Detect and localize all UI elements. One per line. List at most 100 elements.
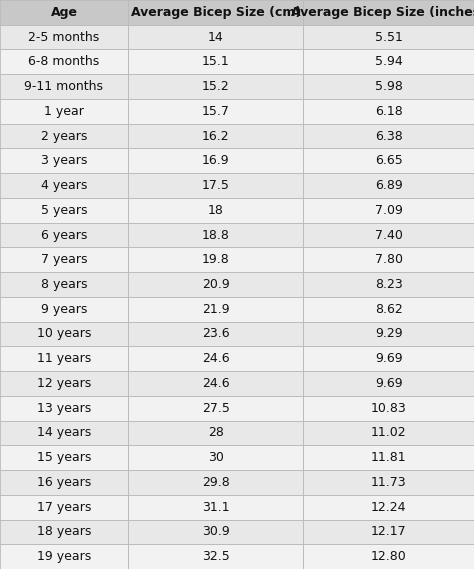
- Bar: [128, 446, 303, 470]
- Bar: [303, 272, 474, 297]
- Text: 2-5 months: 2-5 months: [28, 31, 100, 44]
- Text: Average Bicep Size (cm): Average Bicep Size (cm): [130, 6, 301, 19]
- Bar: [303, 371, 474, 396]
- Text: 24.6: 24.6: [202, 352, 229, 365]
- Bar: [0, 495, 128, 519]
- Text: Age: Age: [51, 6, 77, 19]
- Bar: [0, 470, 128, 495]
- Bar: [303, 123, 474, 149]
- Text: 9-11 months: 9-11 months: [25, 80, 103, 93]
- Text: 12.24: 12.24: [371, 501, 406, 514]
- Bar: [0, 198, 128, 222]
- Text: 12 years: 12 years: [37, 377, 91, 390]
- Bar: [303, 222, 474, 248]
- Text: 18: 18: [208, 204, 224, 217]
- Bar: [0, 371, 128, 396]
- Text: 15.1: 15.1: [202, 55, 229, 68]
- Text: 28: 28: [208, 426, 224, 439]
- Text: 14: 14: [208, 31, 224, 44]
- Text: 6.65: 6.65: [375, 154, 402, 167]
- Text: 11.81: 11.81: [371, 451, 407, 464]
- Bar: [128, 99, 303, 123]
- Bar: [303, 198, 474, 222]
- Bar: [128, 321, 303, 347]
- Text: 29.8: 29.8: [202, 476, 229, 489]
- Text: 6.38: 6.38: [375, 130, 402, 143]
- Text: 10 years: 10 years: [37, 328, 91, 340]
- Bar: [303, 347, 474, 371]
- Bar: [128, 222, 303, 248]
- Text: 8 years: 8 years: [41, 278, 87, 291]
- Bar: [0, 99, 128, 123]
- Text: 17 years: 17 years: [37, 501, 91, 514]
- Bar: [128, 149, 303, 173]
- Bar: [303, 321, 474, 347]
- Text: 5.94: 5.94: [375, 55, 402, 68]
- Bar: [303, 24, 474, 50]
- Bar: [0, 347, 128, 371]
- Text: 11.73: 11.73: [371, 476, 407, 489]
- Text: 5.98: 5.98: [375, 80, 402, 93]
- Bar: [128, 347, 303, 371]
- Text: 24.6: 24.6: [202, 377, 229, 390]
- Text: 16.2: 16.2: [202, 130, 229, 143]
- Bar: [128, 0, 303, 24]
- Text: 7.80: 7.80: [374, 253, 403, 266]
- Bar: [0, 123, 128, 149]
- Text: 20.9: 20.9: [202, 278, 229, 291]
- Bar: [128, 248, 303, 272]
- Text: 19 years: 19 years: [37, 550, 91, 563]
- Text: 15.2: 15.2: [202, 80, 229, 93]
- Bar: [0, 297, 128, 321]
- Bar: [303, 420, 474, 446]
- Text: 9.29: 9.29: [375, 328, 402, 340]
- Bar: [303, 495, 474, 519]
- Bar: [128, 173, 303, 198]
- Bar: [303, 99, 474, 123]
- Bar: [0, 222, 128, 248]
- Text: 12.80: 12.80: [371, 550, 407, 563]
- Text: 6.89: 6.89: [375, 179, 402, 192]
- Bar: [0, 248, 128, 272]
- Bar: [0, 24, 128, 50]
- Bar: [303, 396, 474, 420]
- Bar: [128, 74, 303, 99]
- Text: 8.62: 8.62: [375, 303, 402, 316]
- Bar: [128, 470, 303, 495]
- Text: 18.8: 18.8: [202, 229, 229, 241]
- Bar: [303, 519, 474, 545]
- Text: 21.9: 21.9: [202, 303, 229, 316]
- Text: 16.9: 16.9: [202, 154, 229, 167]
- Text: 7.09: 7.09: [375, 204, 402, 217]
- Text: Average Bicep Size (inches): Average Bicep Size (inches): [291, 6, 474, 19]
- Bar: [128, 198, 303, 222]
- Text: 6.18: 6.18: [375, 105, 402, 118]
- Text: 16 years: 16 years: [37, 476, 91, 489]
- Bar: [0, 446, 128, 470]
- Bar: [0, 420, 128, 446]
- Text: 9 years: 9 years: [41, 303, 87, 316]
- Text: 18 years: 18 years: [37, 525, 91, 538]
- Text: 3 years: 3 years: [41, 154, 87, 167]
- Text: 11.02: 11.02: [371, 426, 407, 439]
- Text: 27.5: 27.5: [202, 402, 229, 415]
- Bar: [128, 297, 303, 321]
- Bar: [303, 470, 474, 495]
- Bar: [0, 396, 128, 420]
- Bar: [303, 297, 474, 321]
- Bar: [303, 545, 474, 569]
- Bar: [0, 149, 128, 173]
- Text: 11 years: 11 years: [37, 352, 91, 365]
- Text: 4 years: 4 years: [41, 179, 87, 192]
- Text: 5 years: 5 years: [41, 204, 87, 217]
- Text: 7.40: 7.40: [375, 229, 402, 241]
- Text: 14 years: 14 years: [37, 426, 91, 439]
- Text: 7 years: 7 years: [41, 253, 87, 266]
- Bar: [128, 420, 303, 446]
- Text: 6 years: 6 years: [41, 229, 87, 241]
- Text: 12.17: 12.17: [371, 525, 407, 538]
- Bar: [303, 74, 474, 99]
- Bar: [0, 545, 128, 569]
- Bar: [128, 50, 303, 74]
- Text: 15 years: 15 years: [37, 451, 91, 464]
